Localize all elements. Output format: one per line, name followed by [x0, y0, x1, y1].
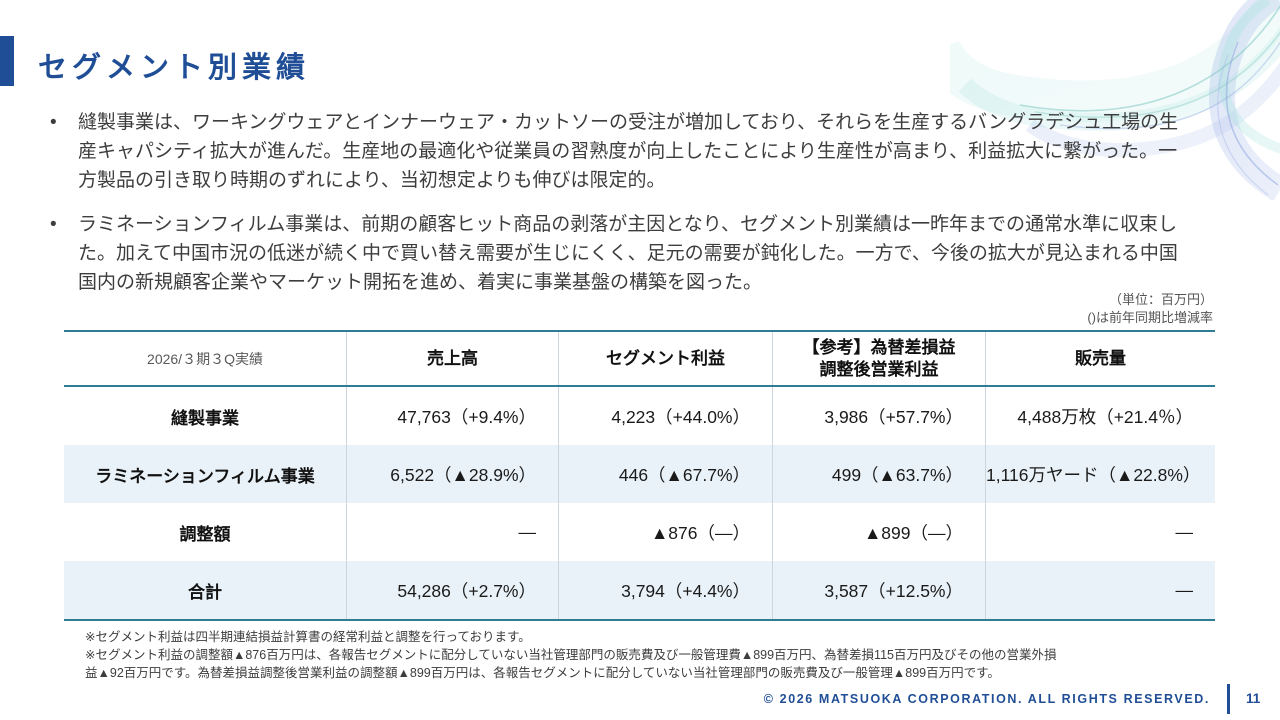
header-sales: 売上高: [346, 332, 558, 385]
fx-adjusted-profit-value: 3,986（+57.7%）: [772, 387, 985, 445]
sales-value: 6,522（▲28.9%）: [346, 445, 558, 503]
segment-profit-value: 446（▲67.7%）: [558, 445, 772, 503]
volume-value: 4,488万枚（+21.4％）: [985, 387, 1215, 445]
bullet-text: 縫製事業は、ワーキングウェアとインナーウェア・カットソーの受注が増加しており、そ…: [78, 112, 1179, 191]
segment-profit-value: ▲876（—）: [558, 503, 772, 561]
bullet-sewing-business: • 縫製事業は、ワーキングウェアとインナーウェア・カットソーの受注が増加しており…: [44, 108, 1194, 195]
table-row-total: 合計 54,286（+2.7%） 3,794（+4.4%） 3,587（+12.…: [64, 561, 1215, 619]
page-number: 11: [1246, 691, 1261, 706]
segment-results-table: 2026/３期３Q実績 売上高 セグメント利益 【参考】為替差損益 調整後営業利…: [64, 330, 1215, 621]
row-label: 合計: [188, 582, 222, 602]
fx-adjusted-profit-value: ▲899（—）: [772, 503, 985, 561]
sales-value: 54,286（+2.7%）: [346, 561, 558, 619]
header-fiscal-period: 2026/３期３Q実績: [147, 350, 263, 367]
sales-value: 47,763（+9.4%）: [346, 387, 558, 445]
header-segment-profit: セグメント利益: [558, 332, 772, 385]
sales-value: —: [346, 503, 558, 561]
bullet-marker: •: [50, 214, 57, 235]
footnote-line: ※セグメント利益の調整額▲876百万円は、各報告セグメントに配分していない当社管…: [85, 648, 1057, 662]
page-title: セグメント別業績: [38, 52, 311, 84]
footnotes: ※セグメント利益は四半期連結損益計算書の経常利益と調整を行っております。 ※セグ…: [85, 628, 1205, 682]
volume-value: 1,116万ヤード（▲22.8%）: [985, 445, 1215, 503]
footnote-line: ※セグメント利益は四半期連結損益計算書の経常利益と調整を行っております。: [85, 630, 531, 644]
copyright-text: © 2026 MATSUOKA CORPORATION. ALL RIGHTS …: [763, 692, 1210, 706]
header-volume: 販売量: [985, 332, 1215, 385]
header-fx-adjusted-profit: 【参考】為替差損益 調整後営業利益: [772, 332, 985, 385]
bullet-lamination-business: • ラミネーションフィルム事業は、前期の顧客ヒット商品の剥落が主因となり、セグメ…: [44, 210, 1194, 297]
bullet-text: ラミネーションフィルム事業は、前期の顧客ヒット商品の剥落が主因となり、セグメント…: [78, 214, 1178, 293]
table-row-adjustment: 調整額 — ▲876（—） ▲899（—） —: [64, 503, 1215, 561]
row-label: 調整額: [179, 524, 231, 544]
row-label: 縫製事業: [171, 408, 239, 428]
table-header-row: 2026/３期３Q実績 売上高 セグメント利益 【参考】為替差損益 調整後営業利…: [64, 332, 1215, 387]
volume-value: —: [985, 561, 1215, 619]
unit-note-yoy: ()は前年同期比増減率: [1087, 310, 1213, 326]
table-row-sewing: 縫製事業 47,763（+9.4%） 4,223（+44.0%） 3,986（+…: [64, 387, 1215, 445]
table-row-lamination: ラミネーションフィルム事業 6,522（▲28.9%） 446（▲67.7%） …: [64, 445, 1215, 503]
bullet-marker: •: [50, 112, 57, 133]
fx-adjusted-profit-value: 499（▲63.7%）: [772, 445, 985, 503]
row-label: ラミネーションフィルム事業: [95, 466, 315, 486]
summary-bullets: • 縫製事業は、ワーキングウェアとインナーウェア・カットソーの受注が増加しており…: [44, 108, 1194, 312]
footer-divider: [1227, 684, 1230, 714]
title-accent-bar: [0, 36, 14, 86]
unit-note-millions: （単位：百万円）: [1108, 292, 1213, 307]
footnote-line: 益▲92百万円です。為替差損益調整後営業利益の調整額▲899百万円は、各報告セグ…: [85, 666, 1000, 680]
segment-profit-value: 3,794（+4.4%）: [558, 561, 772, 619]
volume-value: —: [985, 503, 1215, 561]
fx-adjusted-profit-value: 3,587（+12.5%）: [772, 561, 985, 619]
segment-profit-value: 4,223（+44.0%）: [558, 387, 772, 445]
table-unit-notes: （単位：百万円） ()は前年同期比増減率: [1087, 291, 1213, 327]
